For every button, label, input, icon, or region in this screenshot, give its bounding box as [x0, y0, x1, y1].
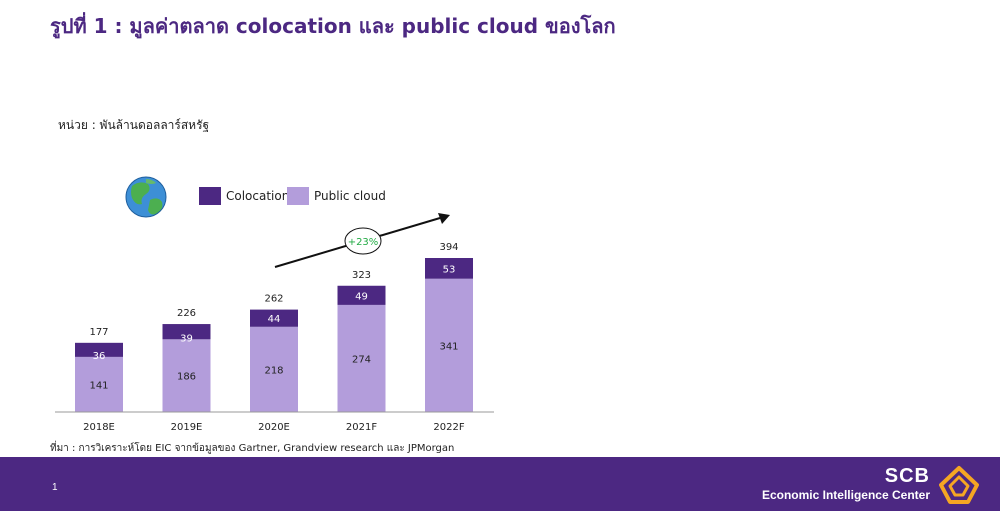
data-label-public-cloud: 341: [439, 341, 458, 352]
x-tick-label: 2018E: [83, 422, 115, 433]
growth-arrow-head: [438, 213, 450, 224]
page-title: รูปที่ 1 : มูลค่าตลาด colocation และ pub…: [50, 14, 616, 38]
brand-name: SCB: [884, 465, 930, 487]
stacked-bar-chart: Colocation Public cloud +23% 141 36 177 201…: [55, 176, 494, 433]
legend-public-cloud: Public cloud: [314, 189, 386, 203]
brand-center: Economic Intelligence Center: [761, 488, 930, 502]
data-label-colocation: 36: [93, 351, 106, 362]
x-tick-label: 2021F: [346, 422, 377, 433]
data-label-total: 226: [177, 308, 196, 319]
data-label-colocation: 49: [355, 291, 368, 302]
bar-colocation: [75, 342, 123, 357]
data-label-public-cloud: 218: [264, 365, 283, 376]
legend-swatch-public-cloud: [287, 187, 309, 205]
data-label-total: 262: [264, 294, 283, 305]
bar-colocation: [337, 285, 386, 305]
x-tick-label: 2022F: [433, 422, 464, 433]
bar-colocation: [250, 309, 298, 327]
growth-badge: [344, 227, 382, 255]
unit-label: หน่วย : พันล้านดอลลาร์สหรัฐ: [58, 118, 210, 132]
data-label-total: 394: [439, 242, 458, 253]
data-label-colocation: 39: [180, 333, 193, 344]
scb-lotus-logo: [939, 466, 979, 504]
bar-public-cloud: [162, 339, 211, 412]
data-label-public-cloud: 141: [89, 380, 108, 391]
bar-public-cloud: [425, 278, 473, 412]
data-label-colocation: 44: [268, 314, 281, 325]
brand-block: SCB Economic Intelligence Center: [762, 465, 930, 503]
growth-label: +23%: [348, 237, 379, 248]
data-label-public-cloud: 274: [352, 354, 371, 365]
footer-bar: 1 SCB Economic Intelligence Center: [0, 457, 1000, 511]
bar-public-cloud: [75, 356, 123, 412]
page-number: 1: [52, 482, 58, 493]
data-label-public-cloud: 186: [177, 372, 196, 383]
bar-colocation: [162, 324, 211, 340]
data-label-total: 177: [89, 327, 108, 338]
legend-swatch-colocation: [199, 187, 221, 205]
bar-public-cloud: [337, 304, 386, 412]
legend-colocation: Colocation: [226, 189, 289, 203]
x-tick-label: 2020E: [258, 422, 290, 433]
source-note: ที่มา : การวิเคราะห์โดย EIC จากข้อมูลของ…: [50, 443, 455, 454]
x-tick-label: 2019E: [171, 422, 203, 433]
bar-public-cloud: [250, 326, 298, 412]
globe-icon: [125, 176, 167, 218]
bar-colocation: [425, 258, 473, 279]
data-label-total: 323: [352, 270, 371, 281]
data-label-colocation: 53: [443, 264, 456, 275]
